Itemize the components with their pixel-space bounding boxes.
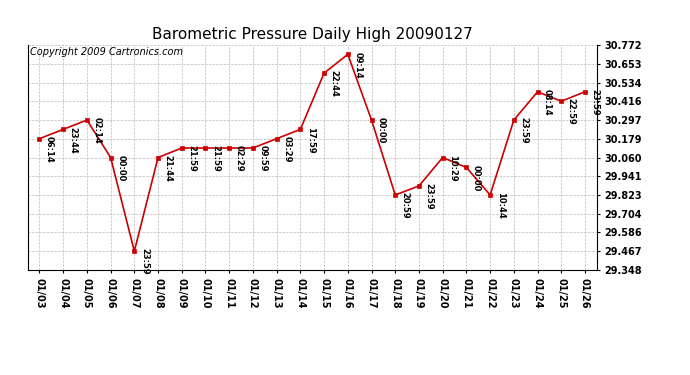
Text: 06:14: 06:14: [45, 136, 54, 163]
Text: 00:00: 00:00: [472, 165, 481, 191]
Text: 21:59: 21:59: [187, 145, 197, 172]
Text: 21:59: 21:59: [211, 145, 220, 172]
Text: 23:59: 23:59: [140, 248, 149, 275]
Text: 09:14: 09:14: [353, 51, 362, 78]
Text: 23:59: 23:59: [424, 183, 433, 210]
Text: 00:00: 00:00: [116, 155, 125, 181]
Text: 23:44: 23:44: [69, 127, 78, 153]
Text: 23:59: 23:59: [520, 117, 529, 144]
Text: 20:59: 20:59: [401, 192, 410, 219]
Text: 03:29: 03:29: [282, 136, 291, 162]
Text: 08:14: 08:14: [543, 89, 552, 116]
Text: 17:59: 17:59: [306, 127, 315, 153]
Title: Barometric Pressure Daily High 20090127: Barometric Pressure Daily High 20090127: [152, 27, 473, 42]
Text: 22:44: 22:44: [330, 70, 339, 97]
Text: 00:00: 00:00: [377, 117, 386, 144]
Text: Copyright 2009 Cartronics.com: Copyright 2009 Cartronics.com: [30, 47, 184, 57]
Text: 10:44: 10:44: [495, 192, 504, 219]
Text: 10:29: 10:29: [448, 155, 457, 182]
Text: 02:29: 02:29: [235, 145, 244, 172]
Text: 02:14: 02:14: [92, 117, 101, 144]
Text: 21:44: 21:44: [164, 155, 172, 182]
Text: 23:59: 23:59: [591, 89, 600, 116]
Text: 22:59: 22:59: [566, 99, 576, 125]
Text: 09:59: 09:59: [259, 145, 268, 172]
